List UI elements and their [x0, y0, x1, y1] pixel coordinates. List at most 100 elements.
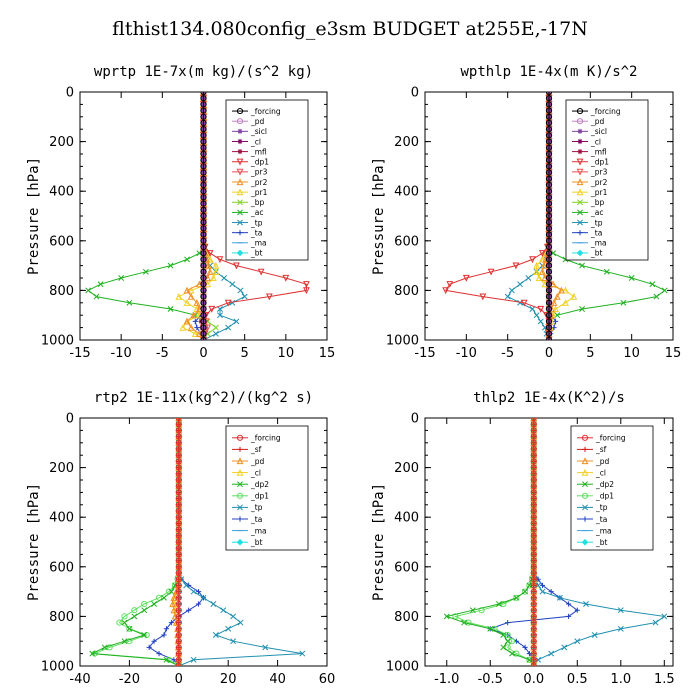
- legend-marker: [237, 219, 243, 226]
- data-point: [230, 638, 237, 645]
- data-point: [649, 281, 656, 288]
- figure-title: flthist134.080config_e3sm BUDGET at255E,…: [112, 18, 588, 40]
- data-point: [167, 306, 174, 312]
- data-point: [200, 243, 207, 251]
- x-tick-label: 0.5: [567, 672, 588, 687]
- data-point: [208, 305, 216, 313]
- data-point: [545, 305, 553, 313]
- legend-marker: [576, 178, 584, 186]
- data-point: [175, 495, 182, 502]
- legend-label: _dp1: [590, 158, 609, 167]
- data-point: [530, 638, 537, 645]
- data-point: [533, 312, 540, 319]
- data-point: [216, 256, 224, 264]
- data-point: [200, 287, 207, 294]
- data-point: [200, 92, 207, 96]
- legend-marker: [577, 230, 583, 236]
- data-point: [500, 644, 507, 651]
- data-point: [533, 268, 541, 275]
- data-point: [191, 330, 199, 337]
- y-tick-label: 200: [394, 135, 419, 150]
- data-point: [190, 588, 197, 595]
- data-point: [187, 323, 195, 331]
- data-point: [487, 268, 495, 276]
- data-point: [557, 286, 565, 294]
- data-point: [545, 163, 553, 170]
- data-point: [206, 268, 214, 275]
- legend-label: _pr1: [590, 188, 608, 197]
- panel-title: rtp2 1E-11x(kg^2)/(kg^2 s): [94, 390, 313, 406]
- data-point: [487, 625, 494, 632]
- legend-label: _mfl: [590, 147, 607, 156]
- data-point: [545, 312, 553, 319]
- data-point: [175, 470, 182, 477]
- data-point: [175, 292, 183, 300]
- data-point: [530, 650, 537, 657]
- legend-marker: [236, 107, 244, 115]
- data-point: [175, 501, 182, 508]
- data-point: [545, 101, 553, 108]
- legend-label: _bp: [590, 198, 605, 207]
- data-point: [530, 600, 537, 608]
- y-tick-label: 800: [394, 284, 419, 299]
- panel-4: thlp2 1E-4x(K^2)/s Pressure [hPa] 0 200 400 6…: [371, 390, 675, 687]
- data-point: [461, 619, 468, 626]
- data-point: [126, 638, 133, 645]
- data-point: [225, 625, 232, 632]
- data-point: [118, 275, 125, 281]
- data-point: [184, 256, 190, 263]
- legend-marker: [237, 149, 243, 155]
- data-point: [530, 526, 537, 533]
- x-tick-label: 1.5: [654, 672, 675, 687]
- legend-marker: [237, 504, 243, 511]
- legend-label: _ac: [250, 208, 263, 217]
- data-point: [200, 231, 207, 238]
- data-point: [200, 144, 207, 151]
- legend-marker: [576, 188, 584, 196]
- data-point: [545, 92, 553, 96]
- data-point: [545, 181, 553, 189]
- legend-marker: [582, 516, 588, 522]
- data-point: [175, 557, 182, 564]
- data-point: [530, 489, 537, 496]
- data-point: [513, 594, 520, 601]
- data-point: [200, 113, 207, 120]
- data-point: [141, 600, 148, 608]
- data-point: [156, 651, 162, 657]
- data-point: [620, 299, 627, 306]
- x-tick-label: -15: [414, 346, 435, 361]
- data-point: [299, 650, 306, 657]
- legend-marker: [236, 468, 244, 476]
- data-point: [539, 588, 546, 595]
- series-line: [444, 92, 550, 340]
- data-point: [220, 607, 227, 614]
- y-tick-label: 800: [394, 610, 419, 625]
- data-point: [530, 439, 537, 446]
- data-point: [121, 613, 128, 620]
- data-point: [530, 644, 537, 651]
- legend-label: _tp: [590, 218, 603, 227]
- data-point: [504, 293, 511, 300]
- series-dp1: [91, 418, 182, 666]
- data-point: [131, 607, 138, 614]
- data-point: [175, 445, 182, 453]
- data-point: [212, 330, 219, 337]
- data-point: [530, 445, 537, 453]
- panel-3: rtp2 1E-11x(kg^2)/(kg^2 s) Pressure [hPa]…: [26, 390, 335, 687]
- x-tick-label: -5: [156, 346, 169, 361]
- data-point: [169, 600, 177, 608]
- data-point: [530, 483, 537, 490]
- data-point: [530, 588, 537, 595]
- data-point: [200, 194, 207, 201]
- data-point: [653, 293, 660, 300]
- legend-label: _tp: [250, 218, 263, 227]
- y-tick-label: 400: [394, 511, 419, 526]
- data-point: [200, 336, 207, 340]
- data-point: [175, 520, 182, 527]
- data-point: [141, 632, 148, 638]
- legend-label: _pd: [250, 117, 265, 126]
- legend: _forcing _sf _pd _cl _dp2 _dp1 _tp _ta _ma _bt: [225, 425, 309, 551]
- y-axis-label: Pressure [hPa]: [371, 483, 387, 601]
- data-point: [200, 169, 207, 176]
